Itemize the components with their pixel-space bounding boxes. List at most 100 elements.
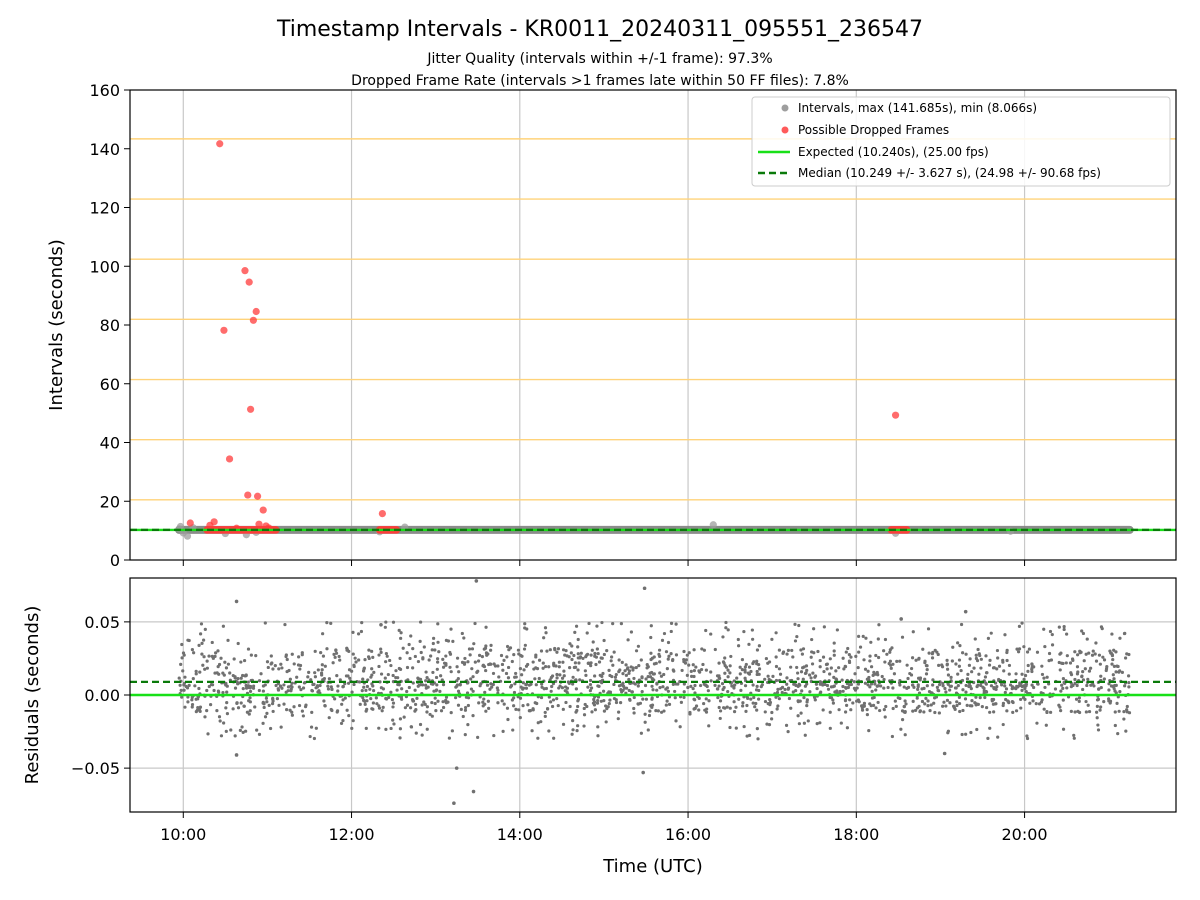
residual-point	[448, 650, 452, 655]
residual-point	[592, 700, 597, 704]
residual-point	[218, 719, 222, 723]
residual-point	[1001, 703, 1005, 708]
residual-point	[726, 675, 730, 679]
residual-point	[970, 698, 974, 703]
residual-point	[602, 652, 606, 657]
residual-point	[983, 695, 987, 700]
residual-point	[180, 642, 184, 647]
residual-point	[883, 715, 887, 719]
residual-point	[241, 730, 245, 734]
residual-point	[953, 707, 957, 711]
residual-point	[648, 709, 652, 713]
residual-point	[689, 684, 693, 688]
residual-point	[821, 708, 825, 712]
residual-point	[662, 672, 666, 677]
residual-point	[743, 676, 747, 680]
residual-point	[946, 729, 951, 733]
residual-point	[785, 676, 789, 680]
residual-point	[909, 666, 914, 671]
residual-point	[199, 622, 204, 626]
residual-point	[631, 666, 635, 670]
residual-point	[1017, 624, 1022, 628]
residual-point	[476, 735, 480, 739]
residual-point	[391, 701, 396, 705]
residual-point	[988, 710, 992, 714]
residual-point	[1099, 705, 1103, 709]
residual-point	[367, 648, 371, 652]
residual-point	[233, 675, 237, 679]
residual-point	[229, 728, 233, 732]
residual-point	[973, 637, 977, 641]
residual-point	[1060, 661, 1064, 665]
residual-point	[818, 682, 822, 686]
residual-point	[950, 659, 954, 663]
residual-point	[187, 683, 191, 687]
residual-point	[722, 685, 726, 690]
residual-point	[723, 671, 727, 675]
residual-point	[439, 674, 443, 678]
residual-point	[278, 684, 282, 688]
residual-point	[612, 682, 616, 687]
residual-point	[702, 648, 706, 652]
residual-point	[390, 697, 394, 702]
residual-point	[664, 687, 668, 691]
residual-point	[627, 671, 631, 675]
residual-point	[248, 696, 252, 700]
residual-point	[1077, 699, 1081, 703]
residual-point	[403, 706, 407, 710]
residual-point	[1102, 677, 1106, 681]
residual-point	[384, 651, 388, 656]
residual-point	[940, 665, 945, 669]
residual-point	[1025, 734, 1029, 738]
residual-point	[1117, 670, 1121, 674]
residual-point	[224, 666, 229, 670]
residual-point	[1004, 697, 1008, 702]
residual-point	[818, 721, 822, 725]
residual-point	[596, 734, 600, 738]
residual-point	[660, 638, 665, 642]
dropped-frame-point	[216, 140, 224, 148]
residual-point	[1040, 664, 1044, 668]
residual-point	[925, 684, 929, 688]
residual-point	[383, 625, 387, 629]
residual-point	[706, 689, 710, 693]
residual-point	[275, 697, 280, 701]
residual-point	[847, 660, 852, 665]
residual-point	[179, 662, 183, 666]
residual-point	[265, 711, 269, 715]
residual-point	[194, 669, 198, 673]
residual-point	[796, 714, 800, 718]
residual-point	[415, 696, 419, 700]
residual-point	[321, 654, 326, 658]
residual-point	[593, 674, 597, 678]
residual-point	[414, 731, 418, 735]
residual-point	[351, 652, 355, 656]
residual-point	[1022, 645, 1026, 649]
residual-point	[834, 669, 838, 673]
residual-point	[757, 667, 762, 671]
residual-point	[829, 666, 833, 670]
residual-point	[669, 652, 673, 656]
residual-point	[649, 635, 653, 640]
residual-point	[968, 704, 972, 708]
residual-point	[231, 707, 235, 711]
residual-point	[572, 665, 576, 670]
residual-point	[1111, 657, 1115, 662]
residual-point	[1057, 625, 1061, 629]
residual-point	[216, 649, 220, 653]
residual-point	[326, 684, 330, 688]
residual-point	[644, 697, 649, 701]
residual-point	[394, 675, 398, 680]
residual-point	[391, 718, 395, 722]
residual-point	[205, 666, 209, 670]
residual-point	[322, 676, 327, 681]
residual-point	[961, 688, 965, 692]
residual-point	[805, 698, 809, 702]
residual-point	[925, 664, 929, 668]
residual-point	[689, 669, 693, 673]
residual-point	[241, 673, 245, 678]
residual-point	[770, 637, 774, 641]
residual-point	[290, 713, 294, 717]
residual-point	[1111, 673, 1115, 677]
residual-point	[993, 702, 997, 706]
